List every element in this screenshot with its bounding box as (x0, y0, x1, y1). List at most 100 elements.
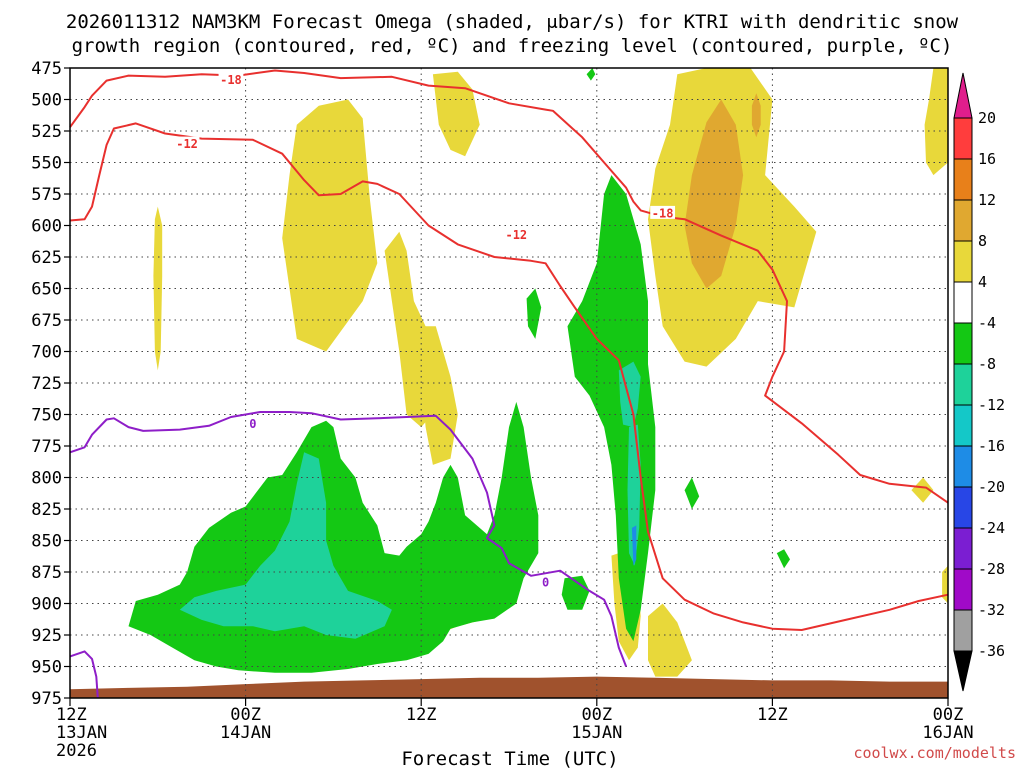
colorbar-swatch-6 (953, 363, 973, 406)
y-axis-pressure: 475 500 525 550 575 600 625 650 675 700 725 750 775 8… (31, 59, 70, 709)
omega-region-23 (586, 68, 596, 81)
omega-region-19 (631, 525, 637, 566)
y-tick-label-725: 725 (31, 374, 62, 394)
colorbar-label-4: 4 (978, 273, 987, 291)
colorbar-label-12: -32 (978, 601, 1005, 619)
y-tick-label-600: 600 (31, 217, 62, 237)
x-tick-label-0-1: 12Z (56, 705, 87, 725)
colorbar-label-9: -20 (978, 478, 1005, 496)
temperature-contours (69, 69, 949, 699)
y-tick-label-825: 825 (31, 500, 62, 520)
x-tick-label-1-2: 14JAN (220, 723, 271, 743)
colorbar-swatch-3 (953, 240, 973, 283)
y-tick-label-575: 575 (31, 185, 62, 205)
omega-region-21 (684, 477, 700, 509)
contour-label-bg-5 (540, 575, 551, 589)
y-tick-label-925: 925 (31, 626, 62, 646)
y-tick-label-650: 650 (31, 280, 62, 300)
x-tick-label-0-2: 13JAN (56, 723, 107, 743)
omega-region-22 (776, 549, 790, 569)
omega-region-8 (751, 93, 761, 138)
colorbar-swatch-10 (953, 527, 973, 570)
y-tick-label-900: 900 (31, 595, 62, 615)
colorbar-label-11: -28 (978, 560, 1005, 578)
colorbar-bottom-arrow (953, 650, 973, 692)
terrain-polygon (70, 676, 948, 698)
chart-title-line-2: growth region (contoured, red, ºC) and f… (72, 35, 953, 57)
x-tick-label-5-2: 16JAN (922, 723, 973, 743)
colorbar-label-6: -8 (978, 355, 996, 373)
colorbar-swatch-11 (953, 568, 973, 611)
y-tick-label-550: 550 (31, 154, 62, 174)
contour-label-bg-4 (248, 416, 258, 430)
colorbar-label-5: -4 (978, 314, 996, 332)
x-tick-label-5-1: 00Z (933, 705, 964, 725)
y-tick-label-875: 875 (31, 563, 62, 583)
y-tick-label-525: 525 (31, 122, 62, 142)
omega-region-15 (179, 452, 392, 639)
colorbar-swatch-8 (953, 445, 973, 488)
colorbar-legend: 20 16 12 8 4 -4 -8 -12 -16 -20 -24 -28 -32 -36 (953, 72, 1005, 692)
colorbar-label-13: -36 (978, 642, 1005, 660)
colorbar-top-arrow (953, 72, 973, 119)
contour-label-4: 0 (249, 417, 256, 431)
y-tick-label-800: 800 (31, 469, 62, 489)
omega-region-13 (648, 603, 692, 677)
colorbar-label-3: 8 (978, 232, 987, 250)
omega-region-20 (561, 575, 590, 610)
omega-region-16 (567, 175, 656, 642)
colorbar-swatch-4 (953, 281, 973, 324)
y-tick-label-975: 975 (31, 689, 62, 709)
colorbar-label-10: -24 (978, 519, 1005, 537)
contour-label-3: -12 (505, 228, 527, 242)
y-tick-label-750: 750 (31, 406, 62, 426)
contour-label-1: -12 (176, 137, 198, 151)
colorbar-label-2: 12 (978, 191, 996, 209)
omega-region-24 (526, 288, 542, 339)
omega-region-4 (432, 71, 480, 157)
y-tick-label-950: 950 (31, 658, 62, 678)
chart-title-line-1: 2026011312 NAM3KM Forecast Omega (shaded… (66, 11, 959, 33)
colorbar-swatch-5 (953, 322, 973, 365)
y-tick-label-850: 850 (31, 532, 62, 552)
omega-region-10 (911, 477, 934, 503)
contour-labels: -18 -12 -18 -12 0 0 (174, 72, 676, 590)
x-axis-label: Forecast Time (UTC) (401, 748, 618, 768)
colorbar-label-7: -12 (978, 396, 1005, 414)
colorbar-swatch-2 (953, 199, 973, 242)
contour-line-3 (69, 650, 99, 699)
colorbar-swatch-0 (953, 117, 973, 160)
credit-text: coolwx.com/modelts (853, 744, 1016, 762)
x-tick-label-4-1: 12Z (757, 705, 788, 725)
colorbar-swatch-12 (953, 609, 973, 652)
contour-label-bg-0 (218, 72, 244, 86)
y-tick-label-625: 625 (31, 248, 62, 268)
colorbar-swatch-9 (953, 486, 973, 529)
colorbar-label-1: 16 (978, 150, 996, 168)
y-tick-label-500: 500 (31, 91, 62, 111)
x-tick-label-1-1: 00Z (230, 705, 261, 725)
contour-label-2: -18 (652, 206, 674, 220)
x-tick-label-0-3: 2026 (56, 741, 97, 761)
x-tick-label-3-2: 15JAN (571, 723, 622, 743)
grid-lines (70, 68, 948, 698)
contour-line-2 (69, 411, 628, 667)
colorbar-label-0: 20 (978, 109, 996, 127)
y-tick-label-475: 475 (31, 59, 62, 79)
terrain-fill (70, 676, 948, 698)
contour-label-bg-3 (503, 227, 529, 241)
omega-region-18 (627, 424, 641, 566)
x-tick-label-2-1: 12Z (406, 705, 437, 725)
omega-region-5 (421, 326, 458, 465)
contour-label-0: -18 (220, 73, 242, 87)
omega-region-3 (153, 206, 163, 371)
contour-label-bg-2 (650, 205, 676, 219)
y-tick-label-775: 775 (31, 437, 62, 457)
omega-region-9 (924, 68, 948, 176)
colorbar-label-8: -16 (978, 437, 1005, 455)
contour-label-bg-1 (174, 136, 200, 150)
contour-line-0 (69, 69, 949, 504)
colorbar-swatch-7 (953, 404, 973, 447)
